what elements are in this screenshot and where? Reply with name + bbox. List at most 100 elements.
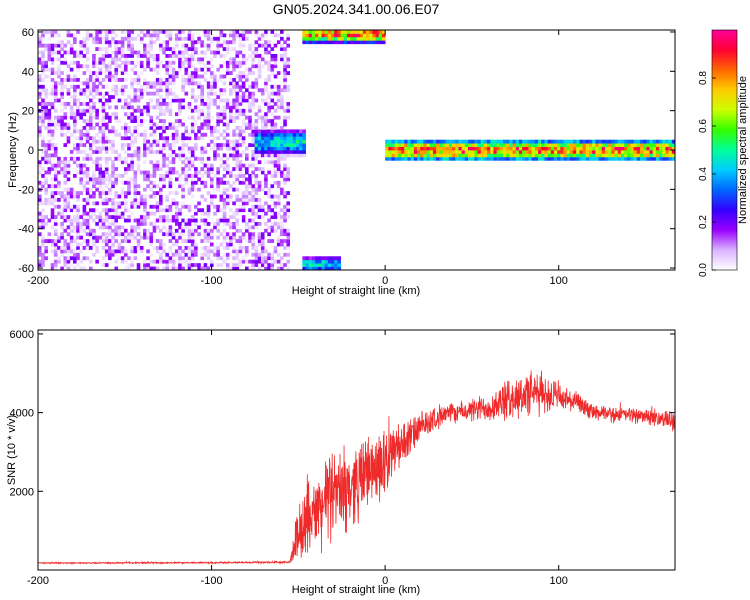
heatmap-cell — [73, 146, 77, 151]
heatmap-cell — [225, 98, 230, 103]
heatmap-cell — [73, 228, 77, 233]
heatmap-cell — [241, 98, 246, 103]
heatmap-cell — [146, 105, 150, 110]
heatmap-cell — [133, 249, 138, 254]
heatmap-cell — [235, 198, 240, 202]
heatmap-cell — [388, 156, 392, 161]
heatmap-cell — [235, 132, 240, 137]
heatmap-cell — [203, 64, 208, 69]
heatmap-cell — [117, 153, 122, 158]
heatmap-cell — [82, 88, 87, 93]
heatmap-cell — [136, 88, 141, 93]
heatmap-cell — [88, 33, 93, 38]
heatmap-cell — [576, 153, 580, 158]
heatmap-cell — [165, 163, 169, 168]
heatmap-cell — [206, 36, 211, 41]
heatmap-cell — [38, 91, 42, 96]
heatmap-cell — [117, 232, 122, 237]
heatmap-cell — [219, 143, 224, 147]
heatmap-cell — [104, 252, 109, 257]
heatmap-cell — [276, 98, 281, 103]
heatmap-cell — [436, 150, 440, 154]
heatmap-cell — [394, 139, 399, 144]
heatmap-cell — [194, 222, 198, 226]
heatmap-cell — [130, 235, 134, 240]
heatmap-cell — [219, 119, 224, 123]
heatmap-cell — [133, 88, 138, 93]
heatmap-cell — [69, 95, 74, 99]
heatmap-cell — [448, 153, 453, 158]
heatmap-cell — [136, 242, 141, 247]
heatmap-cell — [375, 30, 380, 34]
heatmap-cell — [324, 36, 329, 41]
heatmap-cell — [82, 198, 87, 202]
heatmap-cell — [254, 78, 259, 82]
heatmap-cell — [149, 40, 154, 45]
heatmap-cell — [385, 156, 389, 161]
heatmap-cell — [143, 201, 147, 206]
heatmap-cell — [63, 242, 68, 247]
heatmap-cell — [280, 54, 284, 58]
heatmap-cell — [63, 156, 68, 161]
heatmap-cell — [187, 252, 192, 257]
heatmap-cell — [69, 84, 74, 89]
heatmap-cell — [184, 91, 189, 96]
heatmap-cell — [159, 146, 163, 151]
heatmap-cell — [194, 167, 198, 171]
heatmap-cell — [639, 139, 644, 144]
heatmap-cell — [206, 122, 211, 127]
heatmap-cell — [302, 143, 306, 147]
heatmap-cell — [487, 150, 491, 154]
heatmap-cell — [222, 54, 227, 58]
heatmap-cell — [302, 36, 306, 41]
heatmap-cell — [143, 150, 147, 154]
heatmap-cell — [104, 215, 109, 219]
x-tick-label: -100 — [201, 275, 223, 287]
heatmap-cell — [308, 33, 313, 38]
heatmap-cell — [225, 143, 230, 147]
heatmap-cell — [124, 57, 128, 62]
heatmap-cell — [159, 136, 163, 141]
heatmap-cell — [391, 156, 396, 161]
heatmap-cell — [260, 33, 265, 38]
heatmap-cell — [184, 78, 189, 82]
heatmap-cell — [79, 112, 83, 117]
heatmap-cell — [270, 47, 275, 51]
heatmap-cell — [238, 208, 243, 213]
heatmap-cell — [245, 30, 249, 34]
heatmap-cell — [283, 60, 287, 65]
heatmap-cell — [155, 139, 160, 144]
heatmap-cell — [79, 136, 83, 141]
heatmap-cell — [257, 71, 262, 75]
heatmap-cell — [324, 259, 329, 264]
heatmap-cell — [276, 153, 281, 158]
heatmap-cell — [213, 50, 217, 55]
heatmap-cell — [127, 40, 131, 45]
heatmap-cell — [111, 126, 115, 130]
heatmap-cell — [509, 156, 513, 161]
heatmap-cell — [315, 263, 319, 267]
heatmap-cell — [165, 228, 169, 233]
heatmap-cell — [280, 98, 284, 103]
heatmap-cell — [203, 222, 208, 226]
heatmap-cell — [187, 102, 192, 106]
heatmap-cell — [184, 57, 189, 62]
heatmap-cell — [273, 60, 278, 65]
heatmap-cell — [245, 98, 249, 103]
heatmap-cell — [38, 160, 42, 165]
heatmap-cell — [260, 208, 265, 213]
heatmap-cell — [152, 228, 157, 233]
heatmap-cell — [88, 136, 93, 141]
heatmap-cell — [85, 153, 90, 158]
heatmap-cell — [257, 146, 262, 151]
heatmap-cell — [649, 156, 654, 161]
heatmap-cell — [124, 249, 128, 254]
heatmap-cell — [248, 191, 252, 195]
heatmap-cell — [47, 239, 52, 243]
heatmap-cell — [101, 143, 106, 147]
heatmap-cell — [467, 139, 472, 144]
heatmap-cell — [66, 187, 71, 192]
heatmap-cell — [248, 184, 252, 189]
heatmap-cell — [53, 88, 58, 93]
heatmap-cell — [229, 115, 233, 120]
